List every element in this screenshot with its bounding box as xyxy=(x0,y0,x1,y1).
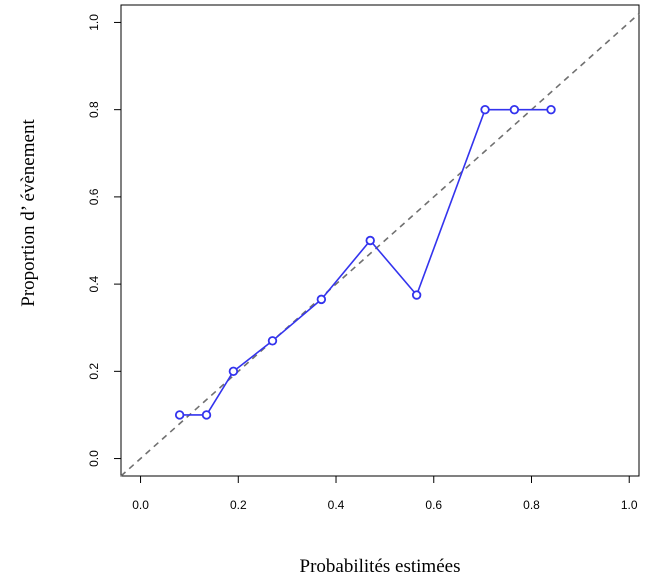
data-point xyxy=(316,294,327,305)
data-point xyxy=(267,336,278,346)
data-point xyxy=(365,235,375,246)
y-tick-label: 0.6 xyxy=(87,188,101,205)
x-tick-label: 1.0 xyxy=(621,498,638,512)
x-axis: 0.0 0.2 0.4 0.6 0.8 1.0 xyxy=(132,476,638,512)
data-point xyxy=(480,104,490,115)
series-segment xyxy=(320,239,371,300)
x-tick-label: 0.0 xyxy=(132,498,149,512)
x-tick-label: 0.6 xyxy=(425,498,442,512)
y-tick-label: 0.2 xyxy=(87,363,101,380)
series-segment xyxy=(205,370,235,416)
data-point xyxy=(174,410,185,420)
data-point xyxy=(546,104,556,115)
y-tick-label: 1.0 xyxy=(87,14,101,31)
x-tick-label: 0.8 xyxy=(523,498,540,512)
y-tick-label: 0.8 xyxy=(87,101,101,118)
y-axis-title: Proportion d’ évènement xyxy=(18,119,39,307)
series-layer xyxy=(174,104,556,420)
reference-diagonal-line xyxy=(120,13,640,477)
plot-frame xyxy=(120,4,640,477)
series-segment xyxy=(271,298,322,342)
data-point xyxy=(411,290,422,300)
series-segment xyxy=(415,109,486,296)
y-tick-label: 0.4 xyxy=(87,275,101,292)
series-segment xyxy=(369,239,418,296)
series-segment xyxy=(232,340,273,372)
y-tick-label: 0.0 xyxy=(87,450,101,467)
x-axis-title: Probabilités estimées xyxy=(300,556,461,577)
data-point xyxy=(509,104,520,115)
data-point xyxy=(228,366,239,377)
x-tick-label: 0.4 xyxy=(328,498,345,512)
data-point xyxy=(201,410,212,420)
y-axis: 0.0 0.2 0.4 0.6 0.8 1.0 xyxy=(87,14,121,467)
x-tick-label: 0.2 xyxy=(230,498,247,512)
